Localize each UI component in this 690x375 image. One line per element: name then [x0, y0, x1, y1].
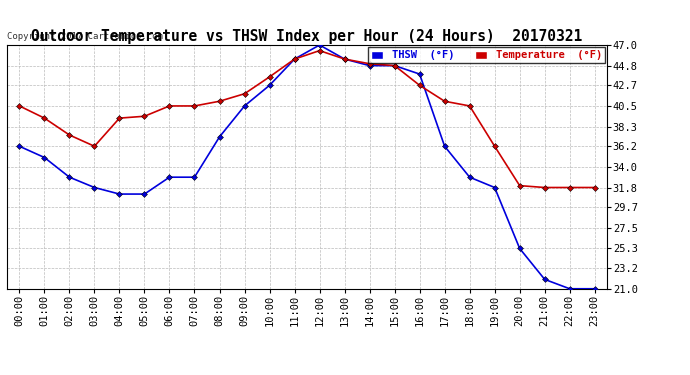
Legend: THSW  (°F), Temperature  (°F): THSW (°F), Temperature (°F) — [368, 47, 605, 63]
Title: Outdoor Temperature vs THSW Index per Hour (24 Hours)  20170321: Outdoor Temperature vs THSW Index per Ho… — [32, 29, 582, 44]
Text: Copyright 2017 Cartronics.com: Copyright 2017 Cartronics.com — [7, 32, 163, 40]
